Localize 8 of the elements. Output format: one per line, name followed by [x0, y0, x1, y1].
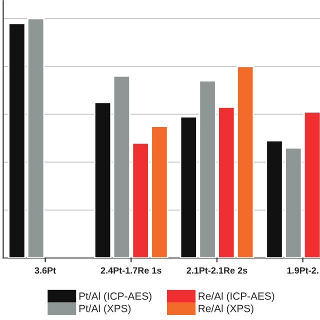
x-tick-label: 2.4Pt-1.7Re 1s: [100, 267, 162, 274]
x-tick-label: 2.1Pt-2.1Re 2s: [186, 267, 248, 274]
x-tick-label: 3.6Pt: [34, 267, 56, 274]
legend-label: Pt/Al (ICP-AES): [79, 292, 152, 302]
legend-label: Re/Al (XPS): [198, 304, 254, 314]
legend-label: Re/Al (ICP-AES): [198, 292, 274, 302]
x-tick-label: 1.9Pt-2.: [287, 267, 318, 274]
legend-label: Pt/Al (XPS): [79, 304, 131, 314]
